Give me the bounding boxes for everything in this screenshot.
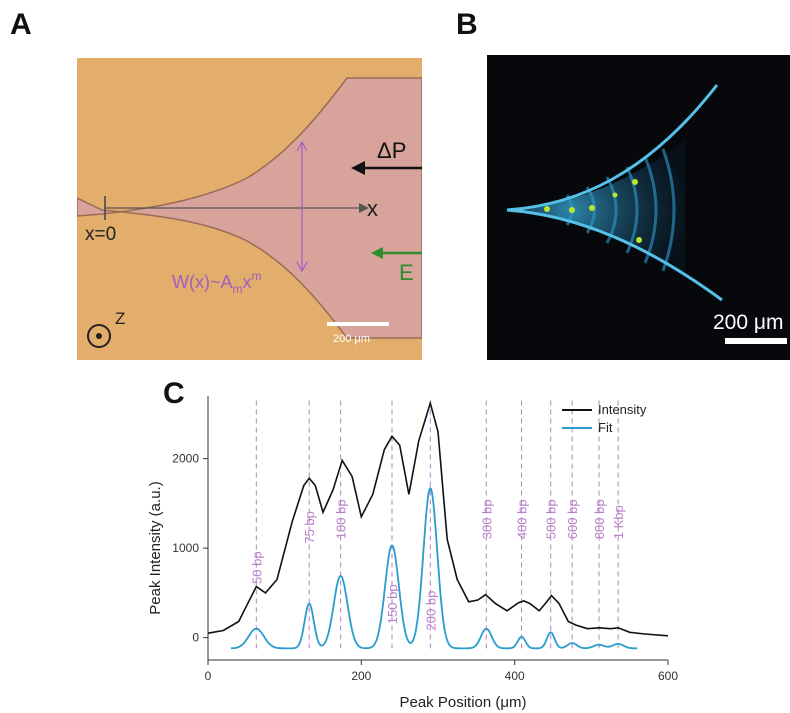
scale-bar-a-label: 200 μm	[333, 333, 370, 345]
pressure-label: ΔP	[377, 138, 406, 163]
x-axis-label: x	[367, 196, 378, 221]
z-dot	[96, 333, 102, 339]
panel-label-c: C	[163, 377, 185, 410]
upper-edge	[506, 84, 719, 212]
z-out-of-plane-icon	[87, 324, 111, 348]
scale-bar-a	[327, 322, 389, 326]
panel-c-chart: 0 200 400 600 0 1000 2000 50 bp 75 bp 100 bp 150 …	[147, 396, 678, 711]
marker-label: 150 bp	[385, 584, 400, 624]
y-axis-title: Peak Intensity (a.u.)	[147, 481, 164, 614]
scale-bar-b	[725, 338, 787, 344]
marker-label: 600 bp	[565, 499, 580, 539]
x-axis-title: Peak Position (μm)	[399, 694, 526, 711]
y-tick-label: 2000	[172, 452, 199, 466]
marker-label: 75 bp	[302, 511, 317, 544]
x-axis-arrowhead	[359, 203, 369, 213]
marker-label: 200 bp	[423, 591, 438, 631]
panel-b-fluorescence: 200 μm	[487, 55, 790, 360]
scale-bar-b-label: 200 μm	[713, 311, 783, 334]
x0-label: x=0	[85, 224, 116, 245]
x-tick-label: 400	[505, 669, 525, 683]
width-arrow-top	[296, 140, 308, 152]
width-formula: W(x)~Amxm	[172, 269, 262, 296]
marker-label: 800 bp	[592, 499, 607, 539]
series-fit-line	[230, 486, 638, 650]
marker-label: 500 bp	[544, 499, 559, 539]
y-tick-label: 0	[192, 631, 199, 645]
panel-a-micrograph: x=0 x W(x)~Amxm ΔP E Z 200 μm	[77, 58, 422, 360]
width-arrow-bottom	[296, 261, 308, 273]
y-tick-label: 1000	[172, 541, 199, 555]
x-tick-label: 600	[658, 669, 678, 683]
field-label: E	[399, 260, 414, 285]
legend-label: Intensity	[598, 402, 647, 417]
marker-label: 50 bp	[249, 551, 264, 584]
x-tick-label: 200	[351, 669, 371, 683]
series-intensity-line	[207, 400, 669, 637]
panel-label-a: A	[10, 8, 32, 41]
funnel-glow	[509, 140, 685, 280]
marker-label: 1 Kbp	[611, 505, 626, 539]
x-tick-label: 0	[205, 669, 212, 683]
pressure-arrowhead	[351, 161, 365, 175]
lower-edge	[506, 208, 723, 302]
z-label: Z	[115, 309, 125, 328]
marker-label: 400 bp	[515, 499, 530, 539]
legend-label: Fit	[598, 420, 613, 435]
panel-label-b: B	[456, 8, 478, 41]
marker-label: 300 bp	[479, 499, 494, 539]
marker-label: 100 bp	[334, 499, 349, 539]
hot-spots	[544, 179, 642, 243]
field-arrowhead	[371, 247, 383, 259]
